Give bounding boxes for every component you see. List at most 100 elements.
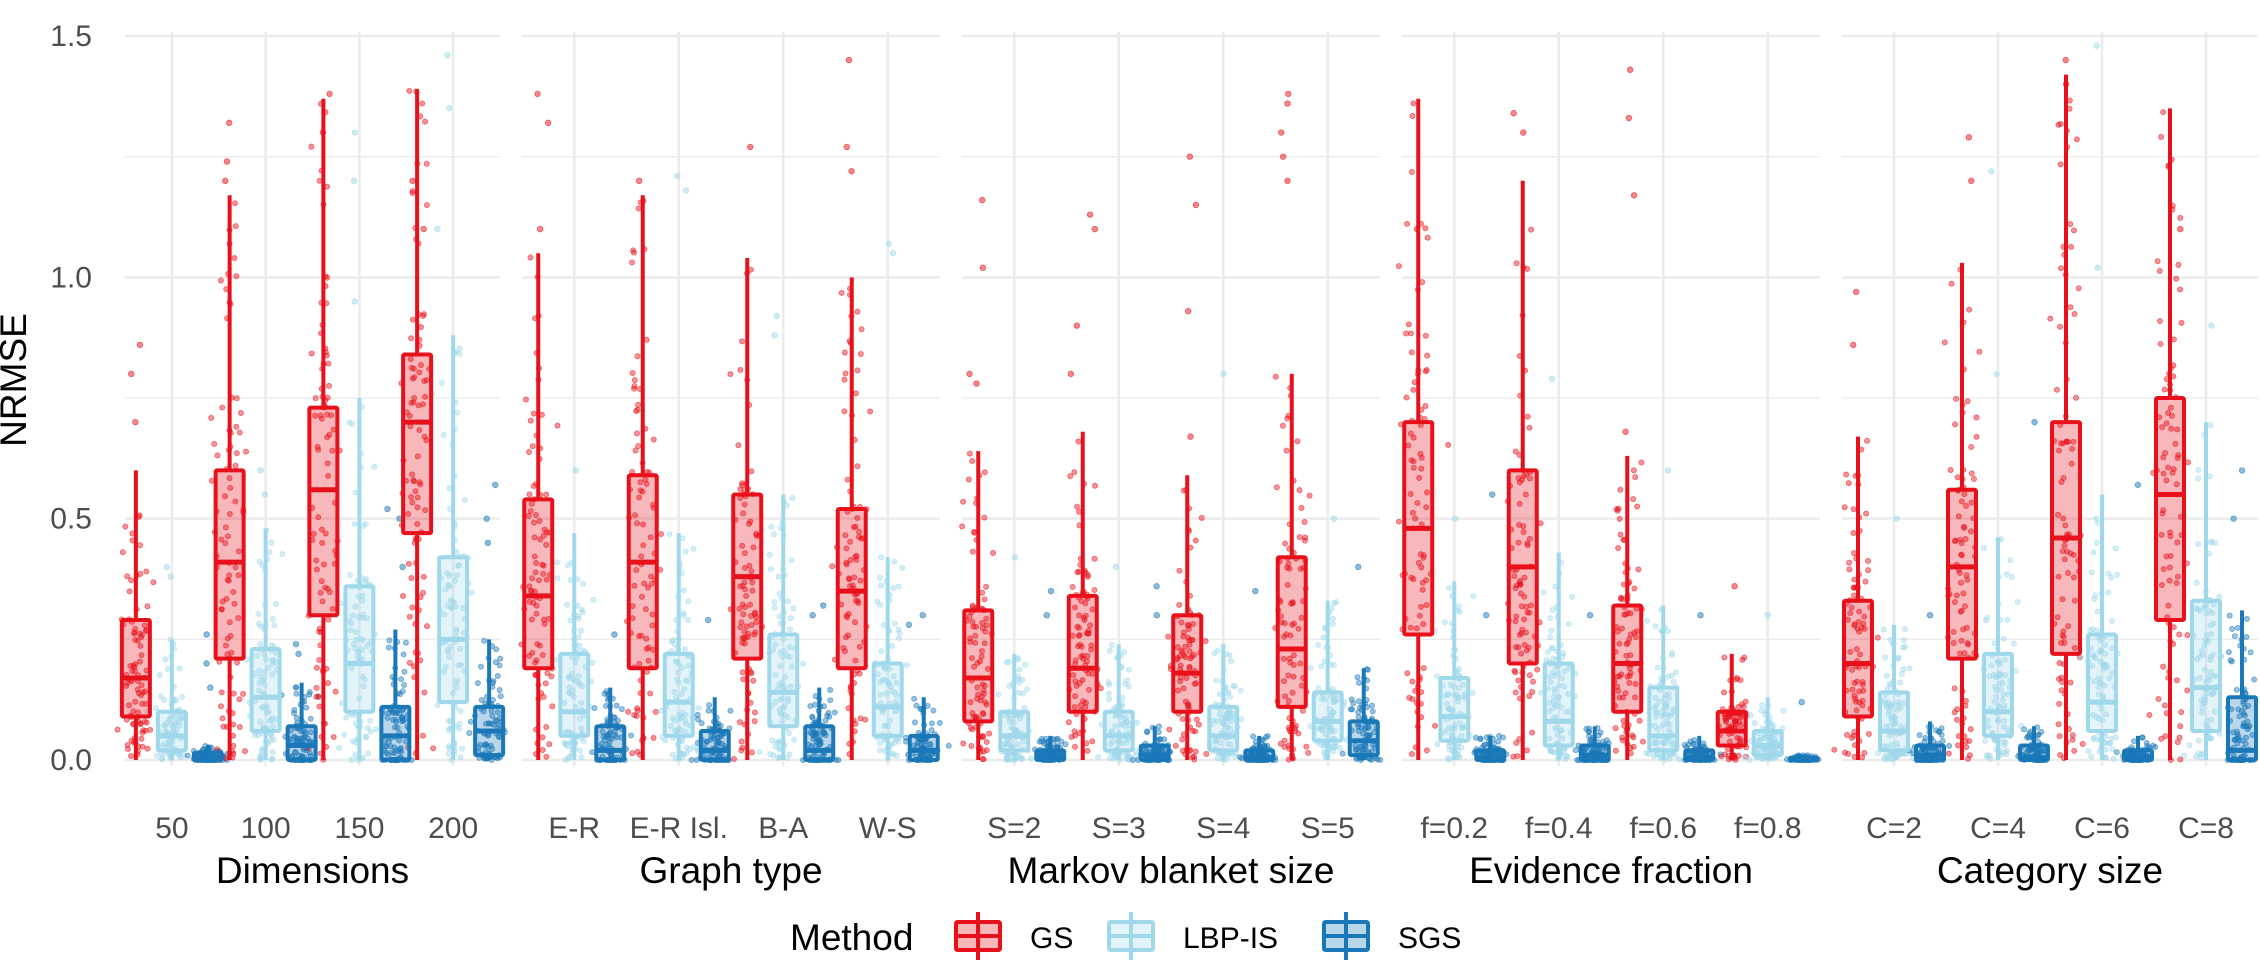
- data-point: [355, 614, 362, 621]
- data-point: [786, 730, 793, 737]
- data-point: [325, 680, 332, 687]
- data-point: [1355, 714, 1362, 721]
- data-point: [717, 722, 724, 729]
- data-point: [539, 747, 546, 754]
- data-point: [162, 656, 169, 663]
- data-point: [579, 609, 586, 616]
- data-point: [1354, 674, 1361, 681]
- data-point: [352, 603, 359, 610]
- data-point: [172, 719, 179, 726]
- data-point: [1105, 690, 1112, 697]
- outlier-point: [261, 491, 269, 498]
- data-point: [1091, 586, 1098, 593]
- data-point: [1537, 689, 1544, 696]
- outlier-point: [809, 612, 816, 619]
- data-point: [564, 562, 571, 569]
- data-point: [400, 593, 407, 600]
- data-point: [273, 601, 280, 608]
- data-point: [1630, 467, 1637, 474]
- data-point: [264, 703, 271, 710]
- data-point: [456, 725, 463, 732]
- data-point: [1420, 665, 1427, 672]
- data-point: [257, 640, 264, 647]
- data-point: [842, 370, 849, 377]
- data-point: [549, 703, 556, 710]
- data-point: [224, 635, 231, 642]
- data-point: [1586, 738, 1593, 745]
- data-point: [1526, 672, 1533, 679]
- data-point: [1617, 531, 1624, 538]
- data-point: [219, 715, 226, 722]
- data-point: [807, 703, 814, 710]
- outlier-point: [885, 240, 892, 247]
- data-point: [447, 643, 454, 650]
- data-point: [438, 380, 445, 387]
- data-point: [408, 399, 415, 406]
- data-point: [888, 750, 895, 757]
- outlier-point: [1186, 153, 1194, 160]
- data-point: [398, 676, 405, 683]
- data-point: [971, 529, 978, 536]
- data-point: [1339, 750, 1346, 757]
- data-point: [820, 703, 827, 710]
- data-point: [453, 685, 460, 692]
- outlier-point: [1285, 90, 1292, 98]
- outlier-point: [1355, 563, 1362, 571]
- outlier-point: [350, 177, 358, 184]
- data-point: [1544, 649, 1551, 656]
- data-point: [983, 738, 990, 745]
- data-point: [903, 662, 910, 669]
- data-point: [1540, 589, 1547, 596]
- data-point: [362, 520, 369, 527]
- data-point: [1356, 704, 1363, 711]
- data-point: [1016, 679, 1023, 686]
- data-point: [530, 410, 537, 417]
- data-point: [829, 563, 836, 570]
- data-point: [896, 635, 903, 642]
- outlier-point: [544, 119, 552, 127]
- data-point: [1863, 510, 1870, 517]
- data-point: [236, 723, 243, 730]
- data-point: [317, 589, 324, 596]
- data-point: [698, 720, 705, 727]
- data-point: [1916, 732, 1923, 739]
- data-point: [867, 408, 874, 415]
- outlier-point: [1988, 167, 1995, 175]
- data-point: [293, 690, 300, 697]
- data-point: [543, 753, 550, 760]
- data-point: [1906, 665, 1913, 672]
- outlier-point: [420, 225, 427, 233]
- data-point: [1069, 584, 1076, 591]
- outlier-point: [1153, 583, 1160, 590]
- data-point: [959, 523, 966, 530]
- data-point: [456, 720, 463, 727]
- data-point: [1619, 737, 1626, 744]
- data-point: [1630, 496, 1637, 503]
- data-point: [767, 751, 774, 758]
- data-point: [1423, 367, 1430, 374]
- outlier-point: [1279, 153, 1287, 160]
- data-point: [1179, 715, 1186, 722]
- data-point: [928, 720, 935, 727]
- data-point: [138, 682, 145, 689]
- data-point: [1405, 321, 1412, 328]
- data-point: [421, 689, 428, 696]
- data-point: [591, 705, 598, 712]
- data-point: [1107, 755, 1114, 762]
- data-point: [364, 642, 371, 649]
- data-point: [1524, 413, 1531, 420]
- data-point: [1472, 734, 1479, 741]
- data-point: [293, 714, 300, 721]
- outlier-point: [905, 621, 913, 629]
- data-point: [1419, 279, 1426, 286]
- data-point: [969, 548, 976, 555]
- data-point: [1192, 728, 1199, 735]
- data-point: [419, 100, 426, 107]
- data-point: [325, 360, 332, 367]
- data-point: [312, 395, 319, 402]
- data-point: [391, 744, 398, 751]
- data-point: [159, 755, 166, 762]
- data-point: [1630, 734, 1637, 741]
- data-point: [1841, 749, 1848, 756]
